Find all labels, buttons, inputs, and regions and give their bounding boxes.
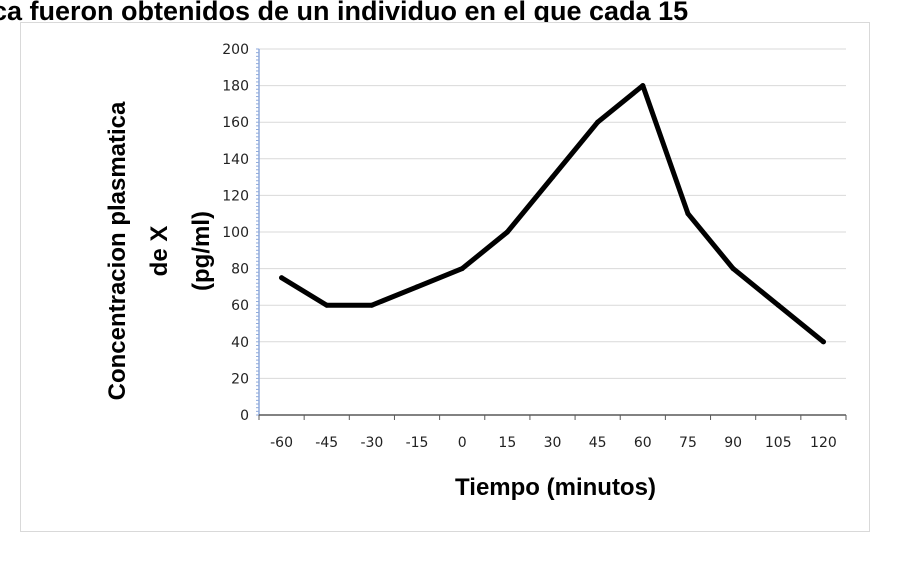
gridlines [259, 48, 846, 379]
x-tick-label: -45 [315, 435, 338, 451]
x-tick-label: -15 [406, 435, 429, 451]
line-chart: 0 20 40 60 80 100 120 140 160 180 200 -60 -45 -30 -15… [104, 42, 847, 501]
y-axis-title: Concentracion plasmatica de X (pg/ml) [104, 101, 215, 400]
chart-frame: 0 20 40 60 80 100 120 140 160 180 200 -60 -45 -30 -15… [20, 22, 870, 532]
x-tick-label: 0 [458, 435, 467, 451]
series-line [279, 83, 826, 345]
y-tick-label: 60 [231, 298, 249, 314]
x-tick-label: 30 [544, 435, 562, 451]
y-tick-label: 180 [222, 79, 249, 95]
y-axis-title-line: Concentracion plasmatica [104, 101, 131, 400]
data-point [550, 174, 555, 180]
x-tick-label: 75 [679, 435, 697, 451]
y-axis-title-text: Concentracion plasmatica de X (pg/ml) [104, 101, 215, 400]
data-point [459, 266, 465, 272]
data-point [504, 229, 510, 235]
data-point [369, 302, 375, 308]
y-axis: 0 20 40 60 80 100 120 140 160 180 200 [222, 42, 260, 424]
data-point [730, 266, 736, 272]
x-axis-title: Tiempo (minutos) [455, 474, 656, 501]
data-point [775, 302, 781, 308]
x-tick-label: -30 [360, 435, 383, 451]
y-tick-label: 80 [231, 262, 249, 278]
page-caption: ca fueron obtenidos de un individuo en e… [0, 0, 689, 26]
x-tick-label: 120 [810, 435, 837, 451]
y-tick-label: 100 [222, 225, 249, 241]
data-point [324, 302, 330, 308]
x-axis: -60 -45 -30 -15 0 15 30 45 60 75 90 105 120 [258, 414, 847, 451]
y-tick-label: 120 [222, 188, 249, 204]
y-axis-title-line: de X [146, 226, 173, 277]
y-tick-label: 200 [222, 42, 249, 58]
y-tick-label: 0 [240, 408, 249, 424]
y-tick-label: 140 [222, 152, 249, 168]
data-point [279, 275, 285, 281]
data-point [685, 211, 691, 217]
y-tick-label: 160 [222, 115, 249, 131]
x-tick-label: 105 [765, 435, 792, 451]
data-point [595, 119, 601, 125]
y-axis-title-line: (pg/ml) [188, 211, 215, 291]
x-tick-label: 90 [724, 435, 742, 451]
series-group [279, 83, 826, 345]
x-tick-label: -60 [270, 435, 293, 451]
x-tick-label: 15 [498, 435, 516, 451]
y-tick-label: 20 [231, 371, 249, 387]
x-tick-label: 45 [589, 435, 607, 451]
y-tick-label: 40 [231, 335, 249, 351]
data-point [414, 284, 420, 290]
data-point [820, 339, 826, 345]
data-point [640, 83, 646, 89]
x-tick-label: 60 [634, 435, 652, 451]
